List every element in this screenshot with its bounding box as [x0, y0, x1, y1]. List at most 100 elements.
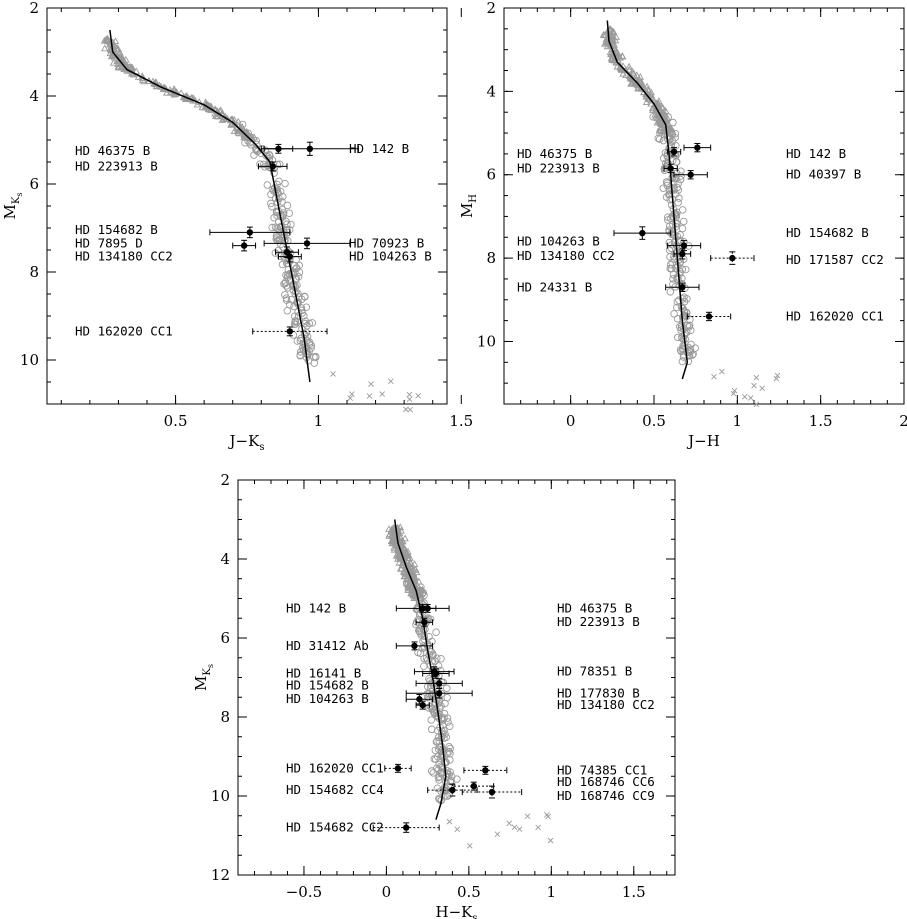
field-star-circle [668, 241, 676, 249]
field-star-cross [379, 391, 386, 397]
field-star-triangle [602, 38, 610, 46]
field-star-triangle [648, 93, 657, 101]
field-star-circle [296, 351, 304, 359]
companion-marker [670, 148, 678, 156]
field-star-circle [666, 288, 675, 296]
companion-point [683, 142, 712, 153]
isochrone-line [109, 29, 311, 383]
field-star-circle [276, 187, 285, 196]
field-star-circle [404, 579, 412, 588]
field-star-circle [684, 357, 693, 366]
field-star-cross [446, 818, 453, 825]
companion-marker [424, 605, 431, 612]
companion-marker [403, 824, 410, 831]
field-star-cross [747, 395, 754, 401]
companion-point [663, 163, 678, 174]
y-tick-label: 10 [477, 332, 496, 350]
field-star-triangle [138, 72, 147, 79]
field-star-circle [673, 274, 681, 283]
field-star-circle [429, 769, 438, 777]
plot-frame [46, 7, 448, 405]
field-star-circle [674, 198, 682, 207]
companion-marker [269, 163, 276, 170]
field-star-circle [445, 747, 453, 756]
field-star-circle [276, 160, 284, 169]
field-star-circle [440, 714, 448, 722]
field-star-cross [547, 837, 554, 844]
companion-marker [687, 171, 694, 178]
field-star-cross [524, 813, 531, 820]
field-star-circle [678, 224, 687, 233]
companion-marker [394, 765, 402, 772]
field-star-circle [677, 172, 685, 180]
field-star-cross [406, 396, 413, 403]
x-tick-label: 1.5 [809, 412, 833, 430]
companion-label: HD 104263 B [517, 233, 600, 248]
field-star-cross [403, 406, 409, 413]
field-star-triangle [635, 77, 644, 85]
companion-marker [694, 144, 701, 151]
companion-label: HD 168746 CC6 [557, 774, 655, 789]
field-star-circle [445, 722, 454, 731]
field-star-triangle [618, 66, 626, 73]
field-star-circle [287, 220, 295, 229]
field-star-triangle [612, 49, 621, 57]
field-star-triangle [633, 79, 642, 87]
field-star-triangle [618, 51, 627, 59]
field-star-cross [511, 824, 518, 831]
field-star-cross [773, 375, 780, 382]
companion-point [710, 251, 755, 265]
field-star-circle [427, 725, 436, 734]
field-star-circle [416, 593, 424, 602]
x-tick-label: 1.5 [449, 412, 473, 430]
field-star-triangle [102, 35, 110, 43]
field-star-triangle [399, 544, 408, 551]
field-star-triangle [140, 77, 148, 85]
companion-marker [246, 229, 254, 236]
companion-marker [639, 229, 646, 237]
companion-marker [705, 313, 713, 320]
field-star-circle [294, 289, 302, 298]
companion-point [209, 226, 291, 239]
field-star-cross [774, 372, 781, 379]
y-tick-label: 8 [486, 249, 496, 267]
companion-point [453, 781, 495, 791]
field-star-circle [673, 232, 682, 241]
companion-marker [679, 250, 686, 258]
field-star-triangle [407, 559, 415, 566]
companion-marker [421, 619, 428, 626]
companion-point [673, 248, 692, 260]
field-star-circle [420, 654, 428, 663]
field-star-circle [680, 217, 688, 226]
field-star-circle [285, 209, 294, 217]
x-tick-label: 2 [899, 412, 907, 430]
field-star-triangle [400, 568, 409, 576]
field-star-circle [289, 268, 297, 277]
companion-point [257, 161, 288, 172]
field-star-circle [415, 624, 424, 633]
field-star-triangle [609, 41, 618, 49]
field-star-circle [295, 261, 303, 270]
companion-point [463, 765, 508, 775]
field-star-circle [408, 588, 417, 597]
field-star-circle [434, 773, 443, 782]
companion-point [666, 147, 682, 157]
field-star-circle [663, 179, 672, 188]
companion-label: HD 31412 Ab [286, 638, 369, 653]
field-star-cross [753, 401, 760, 408]
field-star-triangle [648, 104, 657, 112]
field-star-circle [285, 271, 294, 279]
field-star-circle [443, 684, 451, 693]
field-star-triangle [642, 90, 650, 97]
y-tick-label: 4 [29, 87, 39, 105]
field-star-circle [678, 357, 687, 366]
companion-marker [419, 701, 426, 709]
field-star-circle [259, 160, 268, 169]
field-star-circle [453, 775, 461, 783]
field-star-circle [659, 136, 668, 145]
field-star-triangle [410, 571, 418, 579]
field-star-triangle [390, 532, 399, 540]
field-star-triangle [390, 538, 399, 545]
field-star-circle [676, 175, 685, 184]
field-star-cross [366, 393, 373, 399]
